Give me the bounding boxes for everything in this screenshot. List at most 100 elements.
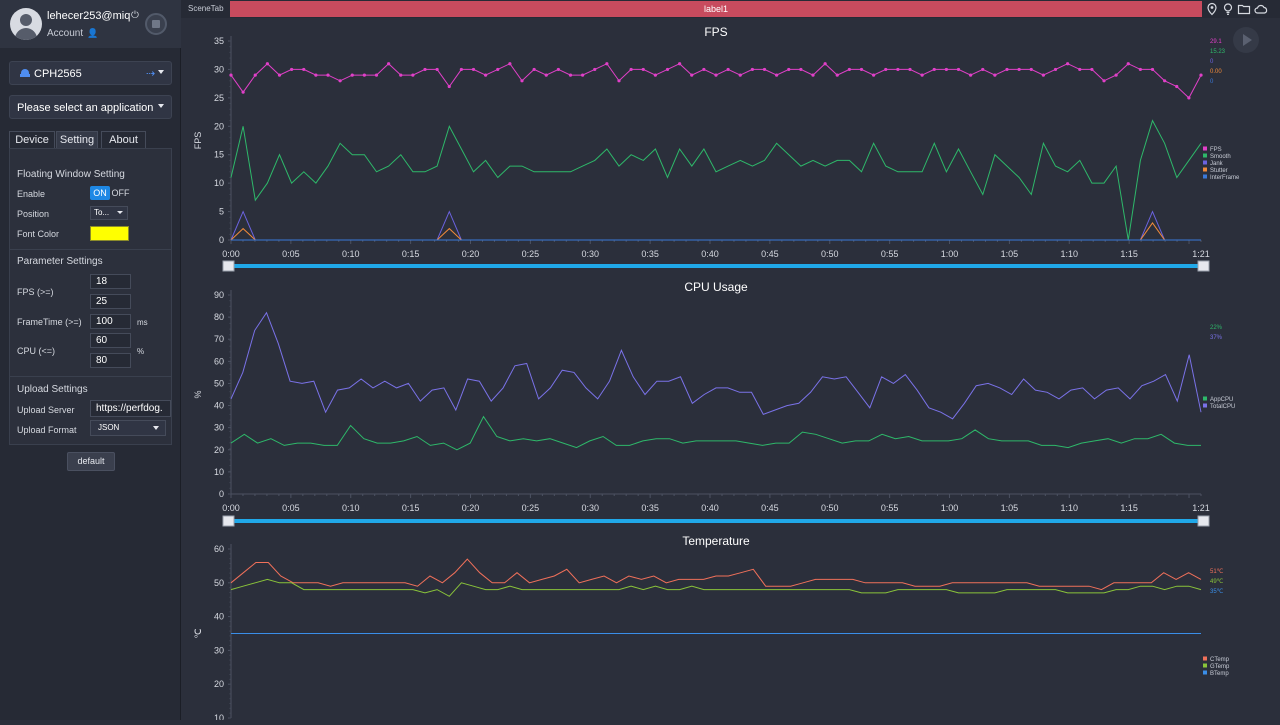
x-tick-label: 0:40: [701, 249, 719, 259]
lightbulb-icon[interactable]: [1221, 2, 1235, 16]
y-tick-label: 90: [214, 290, 224, 300]
stop-button[interactable]: [145, 13, 167, 35]
data-point-fps: [314, 73, 318, 77]
android-icon: [20, 69, 30, 77]
data-point-fps: [338, 79, 342, 83]
legend-swatch-gtemp: [1203, 663, 1207, 668]
tab-setting[interactable]: Setting: [56, 131, 98, 149]
x-tick-label: 0:35: [641, 503, 659, 513]
legend-swatch-fps: [1203, 146, 1207, 151]
data-point-fps: [1017, 67, 1021, 72]
x-tick-label: 0:00: [222, 503, 240, 513]
data-point-fps: [229, 73, 233, 77]
account-label[interactable]: Account: [47, 28, 84, 39]
connection-icon[interactable]: ⇢: [146, 68, 156, 80]
app-select-placeholder: Please select an application: [17, 102, 154, 114]
tab-about[interactable]: About: [101, 131, 146, 149]
data-point-fps: [944, 67, 948, 72]
data-point-fps: [1078, 67, 1082, 72]
x-tick-label: 0:05: [282, 249, 300, 259]
cpu-threshold-2[interactable]: 80: [90, 353, 131, 368]
data-point-fps: [350, 73, 354, 77]
user-settings-icon[interactable]: 👤: [87, 28, 99, 38]
data-point-fps: [750, 67, 754, 72]
y-tick-label: 10: [214, 467, 224, 477]
legend-label-ctemp: CTemp: [1210, 657, 1230, 663]
slider-handle-start[interactable]: [222, 260, 235, 272]
current-value-smooth: 15.23: [1210, 49, 1226, 55]
x-tick-label: 1:10: [1061, 503, 1079, 513]
data-point-fps: [653, 73, 657, 77]
x-tick-label: 0:10: [342, 249, 360, 259]
chevron-down-icon: [158, 70, 164, 74]
x-tick-label: 0:55: [881, 503, 899, 513]
data-point-fps: [1053, 67, 1058, 72]
label-bar[interactable]: label1: [230, 1, 1202, 17]
tab-device[interactable]: Device: [9, 131, 55, 149]
x-tick-label: 0:50: [821, 503, 839, 513]
y-tick-label: 0: [219, 235, 224, 245]
data-point-fps: [896, 67, 900, 72]
y-tick-label: 20: [214, 445, 224, 455]
data-point-fps: [908, 67, 912, 72]
data-point-fps: [678, 62, 682, 66]
y-tick-label: 10: [214, 178, 224, 188]
device-select[interactable]: CPH2565 ⇢: [9, 61, 172, 85]
x-tick-label: 1:15: [1120, 503, 1138, 513]
y-axis-label: %: [193, 390, 203, 398]
fps-threshold-2[interactable]: 25: [90, 294, 131, 309]
legend-swatch-smooth: [1203, 153, 1207, 158]
slider-handle-end[interactable]: [1197, 515, 1210, 527]
data-point-fps: [641, 67, 645, 72]
play-button[interactable]: [1233, 27, 1259, 53]
data-point-fps: [726, 67, 730, 72]
legend-label-stutter: Stutter: [1210, 168, 1228, 174]
data-point-fps: [253, 73, 257, 77]
avatar[interactable]: [10, 8, 42, 40]
data-point-fps: [387, 62, 391, 66]
fps-threshold-1[interactable]: 18: [90, 274, 131, 289]
frametime-input[interactable]: 100: [90, 314, 131, 329]
data-point-fps: [799, 67, 803, 72]
y-tick-label: 30: [214, 645, 224, 655]
data-point-fps: [993, 73, 997, 77]
default-button[interactable]: default: [67, 452, 115, 471]
position-select[interactable]: To...: [90, 206, 128, 220]
data-point-fps: [762, 67, 767, 72]
slider-handle-start[interactable]: [222, 515, 235, 527]
upload-server-input[interactable]: https://perfdog.: [90, 400, 171, 417]
cloud-icon[interactable]: [1254, 2, 1268, 16]
scene-tab[interactable]: SceneTab: [188, 4, 224, 13]
x-tick-label: 0:20: [462, 249, 480, 259]
font-color-swatch[interactable]: [90, 226, 129, 241]
legend-swatch-totalcpu: [1203, 403, 1207, 408]
series-line-ctemp: [230, 558, 1202, 591]
data-point-fps: [835, 73, 839, 77]
data-point-fps: [520, 79, 524, 83]
slider-handle-end[interactable]: [1197, 260, 1210, 272]
cpu-unit: %: [137, 347, 145, 356]
data-point-fps: [1041, 73, 1045, 77]
cpu-threshold-1[interactable]: 60: [90, 333, 131, 348]
upload-format-select[interactable]: JSON: [90, 420, 166, 436]
data-point-fps: [690, 73, 694, 77]
location-icon[interactable]: [1205, 2, 1219, 16]
data-point-fps: [1199, 73, 1203, 77]
data-point-fps: [581, 73, 585, 77]
x-tick-label: 0:15: [402, 503, 420, 513]
enable-toggle[interactable]: ON OFF: [90, 186, 130, 200]
folder-icon[interactable]: [1237, 2, 1251, 16]
data-point-fps: [411, 73, 415, 77]
x-tick-label: 0:30: [581, 503, 599, 513]
app-select[interactable]: Please select an application: [9, 95, 172, 119]
current-value-stutter: 0.00: [1210, 69, 1222, 75]
logout-icon[interactable]: ⏻: [131, 10, 139, 21]
y-tick-label: 50: [214, 378, 224, 388]
series-line-totalcpu: [230, 311, 1202, 420]
floating-window-title: Floating Window Setting: [17, 169, 125, 180]
toggle-off[interactable]: OFF: [111, 188, 130, 198]
chart-title: Temperature: [682, 534, 750, 548]
data-point-fps: [544, 73, 548, 77]
toggle-on[interactable]: ON: [90, 186, 110, 200]
data-point-fps: [920, 73, 924, 77]
